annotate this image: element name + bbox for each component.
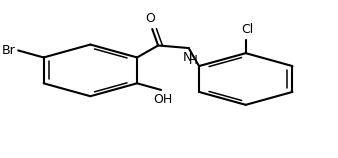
Text: O: O [146, 12, 155, 25]
Text: OH: OH [153, 93, 172, 106]
Text: H: H [189, 54, 198, 67]
Text: Br: Br [2, 44, 16, 57]
Text: Cl: Cl [241, 23, 254, 36]
Text: N: N [183, 51, 192, 64]
